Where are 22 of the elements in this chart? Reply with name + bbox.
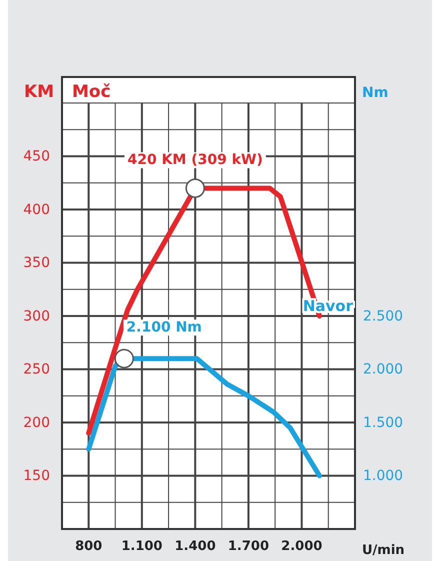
- x-tick-label: 800: [75, 539, 102, 554]
- x-tick-label: 1.100: [121, 539, 162, 554]
- y-tick-label: 200: [23, 414, 50, 431]
- y-tick-label: 350: [23, 255, 50, 272]
- y-tick-label: 400: [23, 202, 50, 218]
- x-tick-label: 1.700: [228, 539, 270, 554]
- y2-axis-title: Nm: [362, 85, 388, 101]
- y-tick-label: 300: [23, 308, 50, 324]
- x-tick-label: 2.000: [281, 539, 322, 554]
- text: Moč: [72, 82, 111, 102]
- y-tick-label: 450: [23, 148, 50, 165]
- y2-tick-label: 2.500: [363, 308, 404, 324]
- y-axis-title: KM: [24, 82, 54, 102]
- y2-tick-label: 1.500: [363, 414, 404, 431]
- x-axis-title: U/min: [362, 543, 405, 558]
- x-tick-label: 1.400: [174, 539, 216, 554]
- y2-tick-label: 2.000: [363, 362, 404, 378]
- y-tick-label: 250: [23, 362, 50, 378]
- y2-tick-label: 1.000: [363, 468, 404, 484]
- y-tick-label: 150: [23, 468, 50, 484]
- annotation: 2.100 Nm: [126, 320, 202, 336]
- annotation: 420 KM (309 kW): [127, 152, 263, 168]
